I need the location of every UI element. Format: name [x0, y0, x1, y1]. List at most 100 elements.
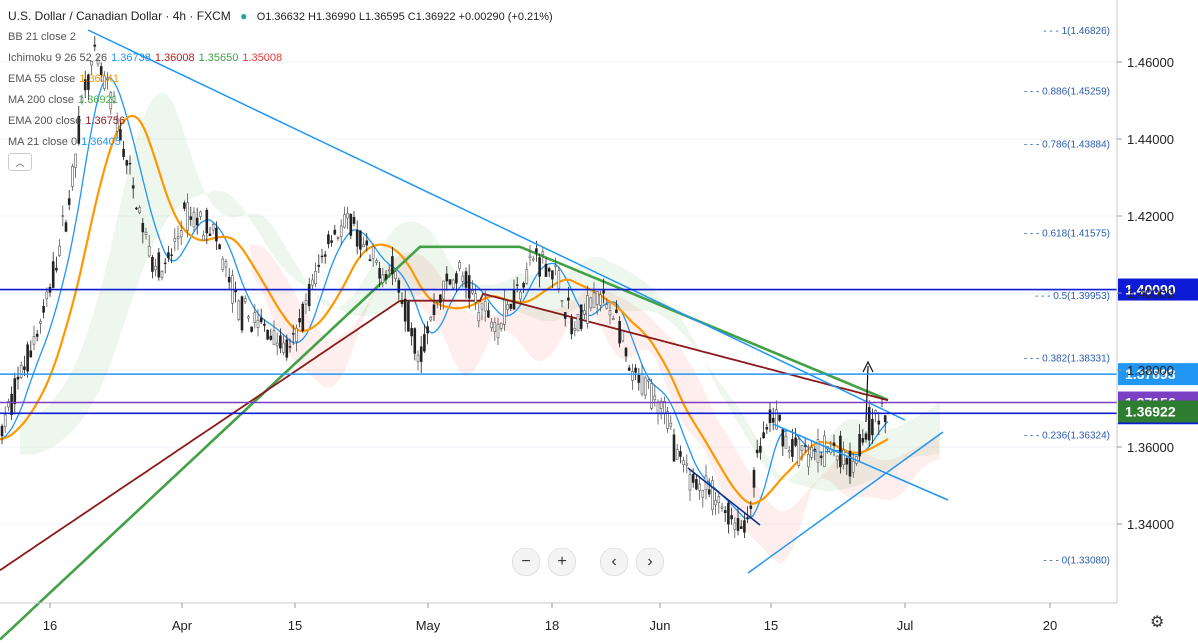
indicator-row[interactable]: MA 21 close 0 1.36405 — [8, 132, 553, 153]
y-tick-label: 1.42000 — [1127, 209, 1174, 224]
candle-body — [269, 335, 273, 340]
candle-body — [64, 222, 68, 232]
candle-body — [352, 217, 356, 224]
candle-body — [749, 505, 753, 509]
candle-body — [528, 255, 532, 259]
symbol-row: U.S. Dollar / Canadian Dollar · 4h · FXC… — [8, 6, 553, 27]
candle-body — [570, 318, 573, 335]
candle-body — [256, 319, 260, 328]
indicator-value: 1.36405 — [81, 136, 121, 148]
candle-body — [154, 265, 157, 271]
candle-body — [413, 328, 417, 354]
fib-level-label: - - - 1(1.46826) — [1043, 26, 1110, 37]
candle-body — [375, 260, 378, 263]
candle-body — [467, 275, 471, 299]
zoom-out-button[interactable]: − — [512, 548, 540, 576]
candle-body — [595, 291, 599, 305]
indicator-name: MA 200 close — [8, 94, 75, 106]
candle-body — [391, 256, 394, 275]
candle-body — [813, 448, 817, 451]
candle-body — [618, 320, 621, 344]
price-tag — [1118, 363, 1198, 386]
candle-body — [519, 291, 522, 300]
candle-body — [39, 321, 42, 324]
candle-body — [573, 328, 577, 331]
candle-body — [576, 313, 580, 332]
drawings — [87, 29, 949, 574]
candle-body — [810, 447, 813, 458]
candle-body — [173, 238, 177, 242]
indicator-name: BB 21 close 2 — [8, 31, 76, 43]
candle-body — [723, 510, 727, 513]
candle-body — [170, 254, 173, 256]
candle-body — [685, 463, 689, 466]
candle-body — [80, 97, 84, 103]
y-tick-label: 1.38000 — [1127, 363, 1174, 378]
candle-body — [7, 401, 10, 408]
indicator-list: BB 21 close 2 Ichimoku 9 26 52 26 1.36738 1… — [8, 27, 553, 153]
candle-body — [592, 292, 596, 309]
collapse-legend-button[interactable]: ︿ — [8, 153, 32, 171]
symbol-title: U.S. Dollar / Canadian Dollar · 4h · FXC… — [8, 9, 231, 23]
candle-body — [87, 74, 90, 90]
candle-body — [263, 323, 266, 326]
candle-body — [871, 418, 874, 436]
candle-body — [787, 450, 791, 453]
candle-body — [0, 425, 4, 437]
candle-body — [381, 274, 385, 283]
indicator-row[interactable]: EMA 55 close 1.36041 — [8, 69, 553, 90]
candle-body — [195, 217, 199, 226]
candle-body — [509, 303, 513, 309]
settings-icon[interactable]: ⚙ — [1150, 614, 1165, 631]
arrow-up-icon — [862, 360, 874, 373]
scroll-right-button[interactable]: › — [636, 548, 664, 576]
candle-body — [525, 269, 529, 284]
candle-body — [714, 500, 717, 506]
scroll-left-button[interactable]: ‹ — [600, 548, 628, 576]
candle-body — [96, 60, 100, 65]
market-open-dot: ● — [240, 9, 248, 23]
candle-body — [755, 449, 759, 454]
candle-body — [535, 248, 538, 253]
candle-body — [163, 262, 167, 265]
candle-body — [720, 506, 724, 509]
candle-body — [883, 415, 887, 423]
candle-body — [279, 335, 282, 349]
candle-body — [343, 214, 346, 228]
candle-body — [275, 342, 279, 347]
candle-body — [797, 438, 801, 466]
candle-body — [746, 517, 749, 519]
candle-body — [624, 347, 628, 357]
candle-body — [567, 297, 570, 301]
candle-body — [771, 417, 775, 423]
candle-body — [429, 316, 433, 321]
candle-body — [186, 202, 189, 231]
candle-body — [333, 229, 337, 235]
candle-body — [848, 450, 852, 477]
candle-body — [778, 414, 781, 421]
candle-body — [330, 240, 333, 243]
candle-body — [643, 377, 647, 396]
candle-body — [23, 366, 26, 370]
last-price-tag — [1118, 400, 1198, 423]
chart-navigation: − + ‹ › — [512, 548, 664, 576]
candle-body — [733, 522, 737, 530]
candle-body — [410, 328, 413, 337]
indicator-row[interactable]: EMA 200 close 1.36756 — [8, 111, 553, 132]
indicator-name: Ichimoku 9 26 52 26 — [8, 52, 108, 64]
candle-body — [675, 449, 679, 460]
zoom-in-button[interactable]: + — [548, 548, 576, 576]
candle-body — [496, 323, 500, 338]
candle-body — [615, 309, 618, 313]
indicator-row[interactable]: Ichimoku 9 26 52 26 1.36738 1.36008 1.35650… — [8, 48, 553, 69]
indicator-row[interactable]: MA 200 close 1.36921 — [8, 90, 553, 111]
candle-body — [135, 207, 138, 210]
candle-body — [861, 438, 865, 443]
candle-body — [77, 115, 81, 144]
candle-body — [762, 432, 765, 439]
indicator-value: 1.36921 — [78, 94, 118, 106]
indicator-row[interactable]: BB 21 close 2 — [8, 27, 553, 48]
candle-body — [842, 449, 845, 465]
candle-body — [480, 302, 484, 310]
